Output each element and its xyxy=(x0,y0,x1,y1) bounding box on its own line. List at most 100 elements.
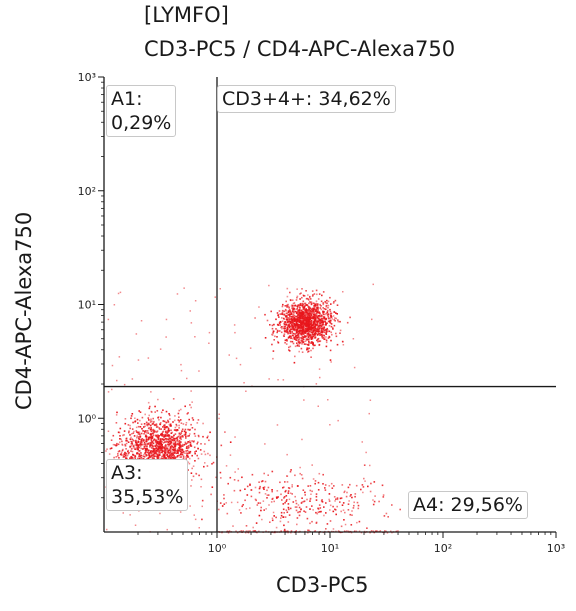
data-point xyxy=(291,334,294,337)
data-point xyxy=(294,355,296,358)
data-point xyxy=(245,525,248,527)
data-point xyxy=(318,319,321,322)
data-point xyxy=(191,440,193,442)
data-point xyxy=(111,388,113,391)
data-point xyxy=(259,487,261,489)
data-point xyxy=(141,416,144,419)
data-point xyxy=(311,505,313,507)
data-point xyxy=(305,304,307,306)
data-point xyxy=(186,377,188,380)
data-point xyxy=(303,323,305,326)
data-point xyxy=(295,329,297,332)
data-point xyxy=(163,428,166,430)
data-point xyxy=(114,444,116,446)
data-point xyxy=(117,431,120,434)
data-point xyxy=(336,497,339,499)
data-point xyxy=(287,319,290,321)
data-point xyxy=(317,511,320,513)
data-point xyxy=(329,310,332,313)
data-point xyxy=(322,473,324,476)
data-point xyxy=(138,410,140,412)
data-point xyxy=(167,421,170,423)
gate-label-cd3-cd4[interactable]: CD3+4+: 34,62% xyxy=(217,85,396,113)
data-point xyxy=(229,454,232,456)
gate-label-a3[interactable]: A3: 35,53% xyxy=(106,459,189,511)
data-point xyxy=(305,297,308,300)
data-point xyxy=(300,325,303,328)
data-point xyxy=(137,440,140,443)
data-point xyxy=(280,514,283,517)
data-point xyxy=(259,502,262,504)
gate-label-a4[interactable]: A4: 29,56% xyxy=(408,491,528,519)
data-point xyxy=(161,435,164,437)
data-point xyxy=(300,328,302,331)
data-point xyxy=(180,451,182,453)
data-point xyxy=(299,304,301,307)
data-point xyxy=(169,452,171,454)
data-point xyxy=(326,327,328,330)
data-point xyxy=(337,320,340,323)
data-point xyxy=(301,322,304,324)
data-point xyxy=(191,427,194,429)
data-point xyxy=(315,329,317,331)
data-point xyxy=(220,477,222,479)
data-point xyxy=(268,284,270,287)
data-point xyxy=(249,484,251,486)
data-point xyxy=(290,335,292,338)
data-point xyxy=(189,441,191,444)
data-point xyxy=(170,432,173,434)
data-point xyxy=(218,417,220,420)
data-point xyxy=(190,390,192,392)
data-point xyxy=(291,304,293,306)
data-point xyxy=(299,510,301,513)
data-point xyxy=(155,444,158,447)
data-point xyxy=(340,525,343,528)
data-point xyxy=(189,440,191,442)
data-point xyxy=(266,489,268,492)
data-point xyxy=(284,321,287,324)
gate-label-a1[interactable]: A1: 0,29% xyxy=(106,85,177,137)
data-point xyxy=(157,457,160,459)
data-point xyxy=(140,443,143,446)
data-point xyxy=(211,463,213,465)
data-point xyxy=(172,436,174,438)
data-point xyxy=(200,443,202,445)
data-point xyxy=(163,434,166,436)
data-point xyxy=(307,343,310,345)
data-point xyxy=(166,430,169,432)
data-point xyxy=(166,432,169,434)
data-point xyxy=(136,448,139,450)
data-point xyxy=(280,326,282,329)
data-point xyxy=(316,315,319,318)
data-point xyxy=(287,490,290,492)
data-point xyxy=(306,322,309,325)
data-point xyxy=(166,447,168,450)
data-point xyxy=(284,339,287,342)
data-point xyxy=(150,410,152,413)
data-point xyxy=(137,441,139,444)
data-point xyxy=(179,441,181,443)
data-point xyxy=(314,317,317,320)
data-point xyxy=(285,489,287,492)
data-point xyxy=(150,439,153,442)
data-point xyxy=(290,305,293,307)
data-point xyxy=(285,305,288,307)
data-point xyxy=(157,398,159,401)
data-point xyxy=(150,391,152,393)
data-point xyxy=(174,449,176,452)
data-point xyxy=(166,438,168,440)
data-point xyxy=(366,527,368,529)
data-point xyxy=(293,317,296,320)
data-point xyxy=(189,433,191,435)
data-point xyxy=(297,325,300,328)
data-point xyxy=(164,457,166,459)
data-point xyxy=(179,437,182,439)
data-point xyxy=(175,450,178,452)
data-point xyxy=(293,329,296,332)
data-point xyxy=(106,528,108,531)
data-point xyxy=(154,405,156,408)
data-point xyxy=(276,329,279,332)
data-point xyxy=(342,502,345,504)
data-point xyxy=(333,496,336,498)
data-point xyxy=(329,520,332,522)
